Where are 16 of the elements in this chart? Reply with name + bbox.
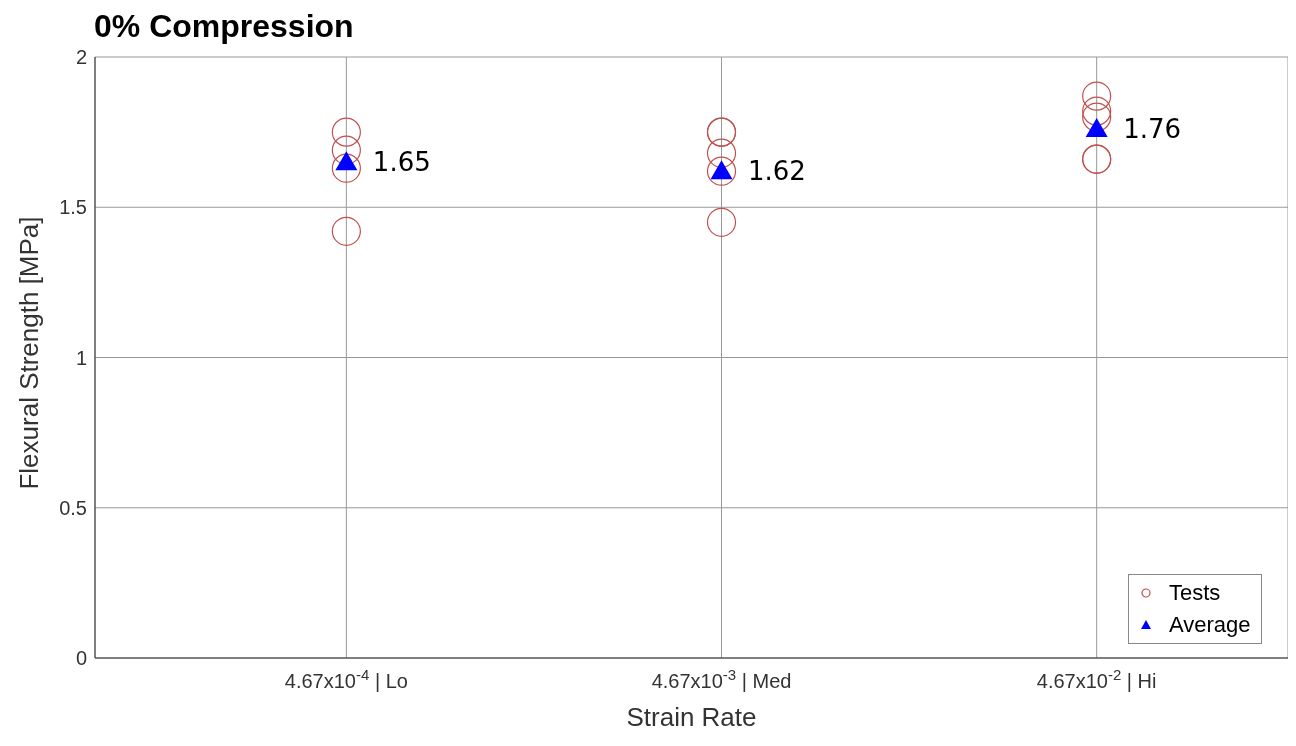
data-label: 1.76 <box>1123 114 1182 145</box>
legend-label: Tests <box>1169 579 1221 607</box>
y-tick-label: 0.5 <box>59 496 87 519</box>
y-tick-label: 1 <box>75 346 87 369</box>
y-tick-label: 1.5 <box>59 196 87 219</box>
y-tick-label: 2 <box>75 46 87 69</box>
data-label: 1.62 <box>748 156 806 187</box>
x-tick-label: 4.67x10$^{-3}$ | Med <box>651 665 792 692</box>
legend-label: Average <box>1169 611 1251 639</box>
data-label: 1.65 <box>372 147 431 178</box>
x-tick-label: 4.67x10$^{-4}$ | Lo <box>284 665 408 692</box>
y-axis-title: Flexural Strength [MPa] <box>14 216 44 490</box>
x-tick-label: 4.67x10$^{-2}$ | Hi <box>1036 665 1157 692</box>
chart-title: 0% Compression <box>94 8 354 45</box>
y-tick-label: 0 <box>75 647 87 670</box>
x-axis-title: Strain Rate <box>626 702 757 732</box>
